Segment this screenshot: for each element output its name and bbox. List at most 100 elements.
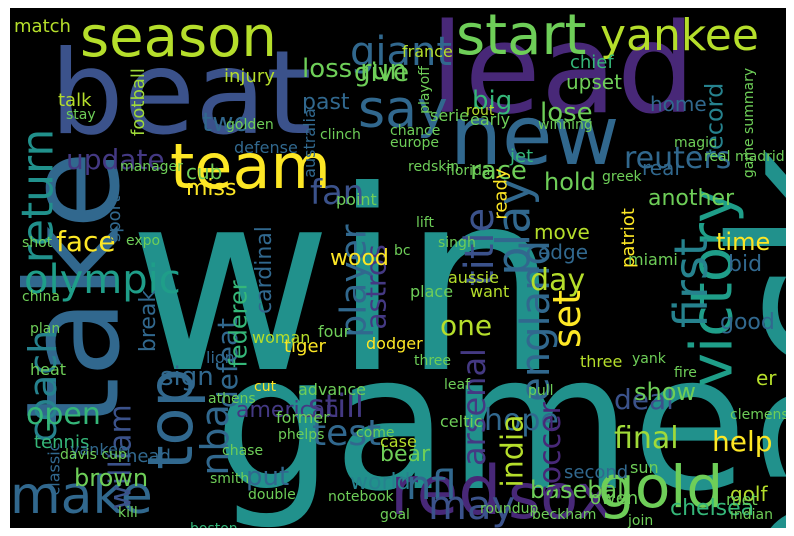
word-152: singh [438, 235, 476, 251]
word-145: stay [66, 107, 96, 123]
word-65: give [354, 58, 410, 88]
word-148: europe [390, 135, 439, 151]
word-61: good [720, 310, 775, 335]
word-56: arsenal [454, 348, 493, 466]
word-53: show [634, 378, 697, 406]
word-89: dodger [366, 334, 423, 353]
word-32: set [545, 289, 590, 349]
word-131: join [628, 513, 654, 528]
word-6: team [170, 130, 331, 203]
word-23: loss [302, 54, 353, 84]
word-128: sun [630, 458, 659, 477]
word-97: home [650, 92, 707, 116]
word-110: manager [120, 159, 183, 175]
word-84: head [126, 446, 171, 467]
word-34: day [530, 263, 586, 298]
word-150: florida [446, 163, 491, 179]
word-43: may [428, 483, 516, 528]
word-114: cut [254, 379, 277, 395]
word-55: soccer [532, 402, 568, 500]
word-98: real [642, 156, 680, 180]
word-9: start [456, 8, 587, 68]
word-41: test [312, 413, 382, 454]
word-37: deal [614, 383, 674, 416]
word-48: baseball [530, 476, 631, 504]
word-78: bear [380, 442, 431, 467]
word-132: met [726, 490, 758, 509]
word-140: come [356, 425, 395, 441]
word-50: american [236, 398, 340, 423]
word-52: hope [484, 403, 559, 438]
word-137: chase [222, 443, 264, 459]
word-46: brown [74, 464, 149, 492]
word-123: heat [30, 360, 67, 379]
word-121: four [318, 322, 351, 341]
word-111: serie [430, 106, 470, 125]
word-153: lift [416, 215, 434, 231]
word-100: point [336, 190, 377, 209]
word-102: miami [628, 250, 678, 269]
word-86: yankee [70, 440, 128, 459]
word-2: beat [50, 26, 312, 161]
word-29: update [66, 143, 165, 176]
word-83: owen [590, 488, 639, 509]
word-47: world [350, 470, 411, 495]
word-162: shot [22, 235, 53, 251]
word-80: break [136, 289, 162, 353]
word-88: chelsea [670, 496, 755, 521]
word-75: cardinal [251, 226, 277, 314]
word-71: match [14, 16, 71, 37]
word-63: big [472, 86, 513, 116]
word-112: early [470, 110, 511, 129]
word-156: clemens [730, 407, 786, 423]
word-51: still [308, 387, 364, 425]
word-144: davis cup [60, 447, 127, 463]
word-69: race [470, 156, 527, 186]
word-124: three [580, 352, 623, 371]
word-159: real madrid [704, 149, 785, 165]
word-77: edge [538, 240, 588, 264]
word-103: celtic [440, 412, 483, 431]
word-74: miss [186, 176, 237, 201]
word-141: leaf [444, 377, 471, 393]
word-142: goal [380, 507, 410, 523]
word-119: aussie [448, 268, 499, 287]
word-31: fan [310, 173, 365, 213]
word-15: make [10, 466, 153, 526]
word-163: china [22, 289, 60, 305]
word-109: defense [234, 138, 298, 157]
word-166: kill [118, 505, 138, 521]
word-165: notebook [328, 489, 394, 505]
word-130: beckham [532, 507, 597, 523]
word-125: yank [632, 351, 666, 367]
word-42: nfl [406, 463, 457, 509]
word-12: red [390, 452, 502, 528]
word-93: injury [224, 66, 275, 87]
word-127: pull [528, 383, 554, 399]
word-44: nba [192, 404, 237, 476]
word-133: indian [730, 507, 773, 523]
word-94: talk [58, 90, 92, 111]
word-116: former [276, 408, 330, 427]
word-143: roundup [480, 501, 539, 517]
word-108: france [402, 42, 453, 61]
word-3: lead [430, 8, 696, 142]
word-115: advance [298, 380, 367, 399]
word-146: winning [538, 117, 593, 133]
word-24: run [360, 53, 408, 86]
word-7: new [450, 89, 620, 184]
word-135: smith [210, 471, 250, 487]
word-cloud: win game beat lead back take team new season star… [10, 8, 786, 528]
word-99: ready [490, 167, 512, 220]
word-118: place [410, 282, 454, 301]
word-113: rout [466, 103, 495, 119]
word-126: fire [674, 365, 697, 381]
word-87: golf [730, 482, 768, 506]
word-10: yankee [600, 10, 759, 61]
word-91: sport [104, 195, 126, 243]
word-68: hold [544, 168, 596, 196]
word-21: say [358, 80, 448, 140]
word-120: want [470, 282, 510, 301]
word-40: open [26, 397, 101, 432]
word-96: upset [566, 70, 622, 94]
